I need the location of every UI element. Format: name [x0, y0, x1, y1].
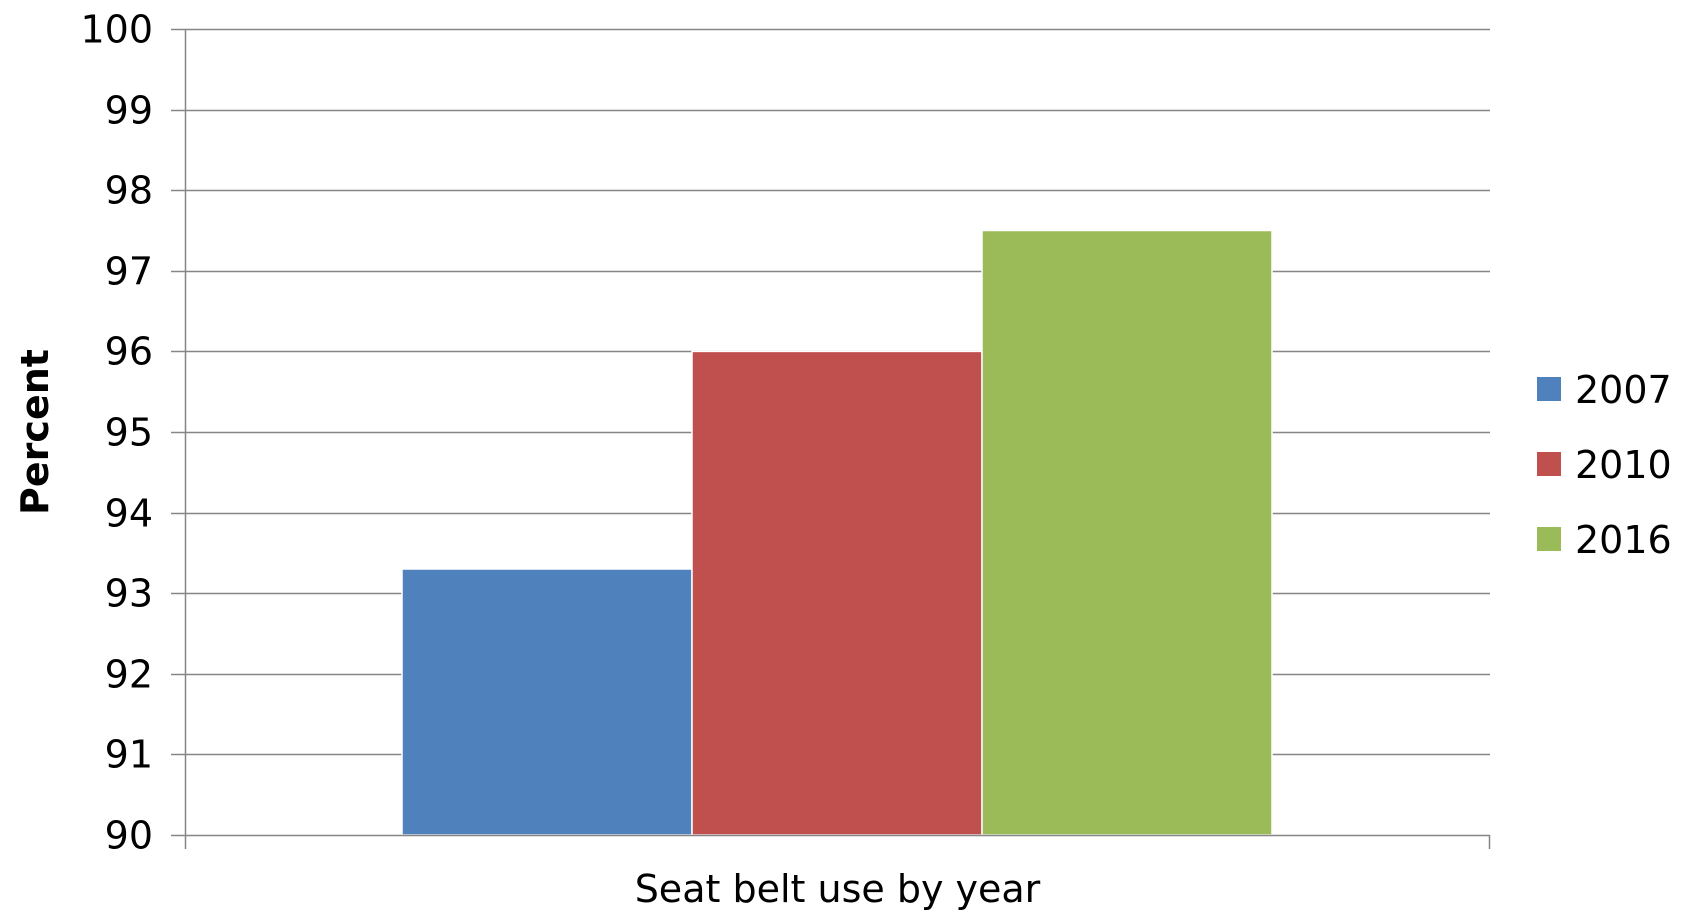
- legend-item-2016: 2016: [1537, 518, 1672, 562]
- y-tick-label: 91: [105, 733, 153, 777]
- y-tick-label: 97: [105, 250, 153, 294]
- y-tick-labels: 90 91 92 93 94 95 96 97 98 99 100: [80, 8, 153, 858]
- y-tick-label: 98: [105, 169, 153, 213]
- legend-swatch: [1537, 377, 1561, 401]
- bar-2016: [981, 229, 1273, 836]
- y-axis-title: Percent: [13, 349, 57, 515]
- y-tick-label: 90: [105, 814, 153, 858]
- y-tick-label: 100: [80, 8, 153, 52]
- bar-2007: [401, 568, 693, 836]
- legend-item-2007: 2007: [1537, 368, 1672, 412]
- legend-label: 2016: [1575, 518, 1672, 562]
- legend: 2007 2010 2016: [1537, 368, 1672, 562]
- legend-item-2010: 2010: [1537, 443, 1672, 487]
- legend-label: 2007: [1575, 368, 1672, 412]
- bar-2010: [691, 350, 983, 836]
- y-tick-label: 95: [105, 411, 153, 455]
- y-tick-label: 99: [105, 89, 153, 133]
- y-tick-label: 96: [105, 330, 153, 374]
- legend-swatch: [1537, 452, 1561, 476]
- y-tick-label: 94: [105, 492, 153, 536]
- legend-swatch: [1537, 527, 1561, 551]
- legend-label: 2010: [1575, 443, 1672, 487]
- bars: [401, 229, 1273, 836]
- y-tick-label: 93: [105, 572, 153, 616]
- y-tick-label: 92: [105, 653, 153, 697]
- x-axis-title: Seat belt use by year: [635, 867, 1041, 911]
- axes: [171, 28, 1491, 849]
